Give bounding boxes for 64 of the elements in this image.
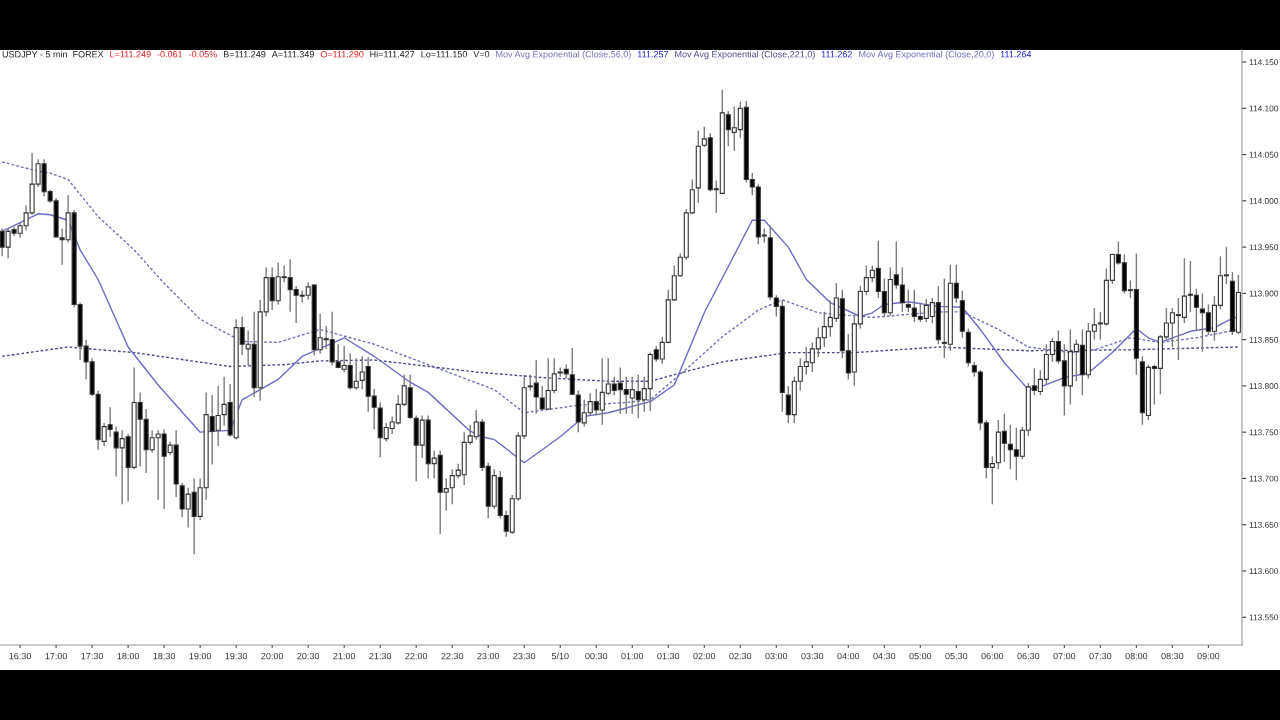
y-tick-label: 113.600 — [1249, 568, 1279, 575]
y-tick-label: 113.850 — [1249, 336, 1279, 343]
y-tick-label: 113.550 — [1249, 614, 1279, 621]
x-tick-label: 04:30 — [873, 652, 896, 660]
x-tick-label: 19:00 — [189, 652, 212, 660]
x-tick-label: 03:30 — [801, 652, 824, 660]
y-tick-label: 114.050 — [1249, 151, 1279, 158]
x-tick-label: 16:30 — [9, 652, 32, 660]
x-tick-label: 02:00 — [693, 652, 716, 660]
y-tick-label: 113.800 — [1249, 383, 1279, 389]
x-tick-label: 03:00 — [765, 652, 788, 660]
annotation: -0.05% — [189, 51, 217, 58]
y-tick-label: 114.150 — [1249, 59, 1279, 66]
x-tick-label: 01:00 — [621, 652, 644, 660]
x-tick-label: 00:30 — [585, 652, 608, 660]
x-tick-label: 01:30 — [657, 652, 680, 660]
x-tick-label: 20:30 — [297, 652, 320, 660]
candlestick — [905, 288, 911, 313]
y-tick-label: 113.650 — [1249, 521, 1279, 528]
y-tick-label: 113.900 — [1249, 290, 1279, 297]
x-tick-label: 08:30 — [1161, 652, 1184, 660]
annotation: A=111.349 — [271, 51, 314, 58]
y-tick-label: 114.000 — [1249, 198, 1279, 204]
annotation: 111.262 — [821, 51, 852, 58]
annotation: O=111.290 — [320, 51, 364, 58]
y-tick-label: 113.700 — [1249, 475, 1279, 482]
x-tick-label: 08:00 — [1125, 652, 1148, 660]
x-tick-label: 19:30 — [225, 652, 248, 660]
x-tick-label: 05:00 — [909, 652, 932, 660]
annotation: 111.264 — [1000, 51, 1032, 58]
annotation: 111.257 — [637, 51, 669, 58]
x-tick-label: 06:30 — [1017, 652, 1040, 660]
x-tick-label: 04:00 — [837, 652, 860, 660]
x-tick-label: 21:00 — [333, 652, 356, 660]
annotation: Hi=111.427 — [370, 50, 415, 58]
chart-title: USDJPY - 5 min FOREX — [2, 50, 104, 58]
x-tick-label: 06:00 — [981, 652, 1004, 660]
x-tick-label: 05:30 — [945, 652, 968, 660]
x-tick-label: 17:30 — [81, 652, 104, 660]
x-tick-label: 17:00 — [45, 652, 68, 660]
x-tick-label: 23:30 — [513, 652, 536, 660]
x-tick-label: 18:00 — [117, 652, 140, 660]
text: Mov Avg Exponential (Close,56,0) — [496, 50, 631, 60]
annotation: B=111.249 — [223, 51, 266, 58]
x-tick-label: 18:30 — [153, 652, 176, 660]
x-tick-label: 21:30 — [369, 652, 392, 660]
x-tick-label: 23:00 — [477, 652, 500, 660]
x-tick-label: 22:00 — [405, 652, 428, 660]
x-tick-label: 09:00 — [1197, 652, 1220, 660]
text: Mov Avg Exponential (Close,20,0) — [859, 50, 994, 60]
y-tick-label: 113.750 — [1249, 429, 1279, 436]
annotation: Lo=111.150 — [421, 51, 468, 58]
x-tick-label: 5/10 — [551, 652, 569, 660]
annotation: -0.061 — [157, 51, 183, 58]
annotation: L=111.249 — [110, 51, 151, 58]
x-tick-label: 20:00 — [261, 652, 284, 660]
annotation: V=0 — [473, 51, 490, 58]
y-tick-label: 113.950 — [1249, 244, 1279, 251]
y-tick-label: 114.100 — [1249, 105, 1279, 112]
x-tick-label: 02:30 — [729, 652, 752, 660]
x-tick-label: 07:30 — [1089, 652, 1112, 660]
x-tick-label: 22:30 — [441, 652, 464, 660]
text: Mov Avg Exponential (Close,221,0) — [675, 50, 815, 60]
x-tick-label: 07:00 — [1053, 652, 1076, 660]
